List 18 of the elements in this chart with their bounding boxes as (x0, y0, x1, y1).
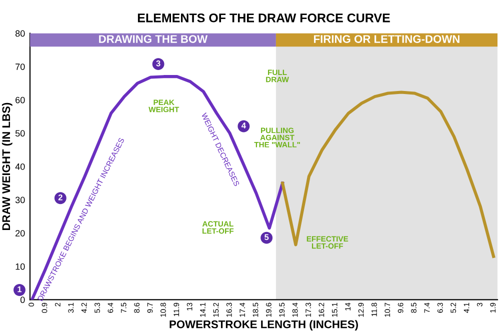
y-tick-label: 30 (15, 196, 25, 204)
y-axis-title: DRAW WEIGHT (IN LBS) (2, 102, 12, 230)
annotation: 1 (18, 286, 22, 292)
band-label: DRAWING THE BOW (99, 35, 208, 43)
annotation: 5 (264, 234, 269, 240)
annotation: 4 (241, 122, 246, 128)
annotation: 3 (156, 60, 160, 66)
y-tick-label: 50 (15, 130, 25, 137)
y-tick-label: 20 (16, 230, 25, 236)
x-axis-title: POWERSTROKE LENGTH (INCHES) (170, 320, 358, 330)
y-tick-label: 60 (16, 96, 25, 104)
y-tick-label: 40 (15, 163, 25, 170)
y-tick-label: 80 (15, 30, 25, 37)
y-tick-label: 10 (16, 263, 25, 270)
annotation: 2 (58, 194, 62, 200)
y-tick-label: 70 (16, 64, 25, 70)
band-label: FIRING OR LETTING-DOWN (314, 35, 460, 43)
chart-title: ELEMENTS OF THE DRAW FORCE CURVE (138, 13, 390, 22)
